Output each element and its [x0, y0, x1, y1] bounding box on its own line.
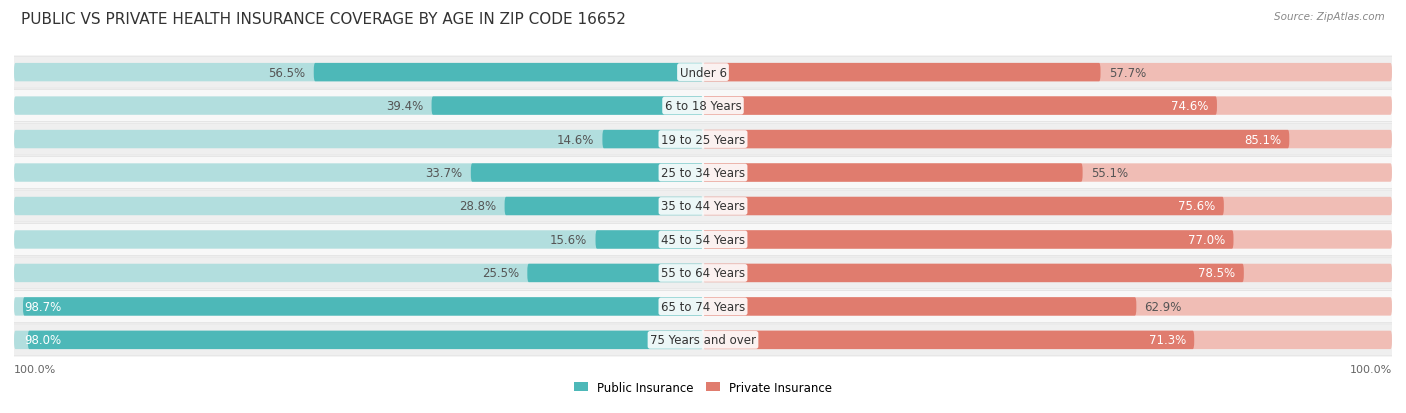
Text: 55.1%: 55.1%: [1091, 166, 1128, 180]
Text: 75.6%: 75.6%: [1178, 200, 1216, 213]
Text: 55 to 64 Years: 55 to 64 Years: [661, 267, 745, 280]
FancyBboxPatch shape: [14, 297, 703, 316]
FancyBboxPatch shape: [703, 131, 1392, 149]
FancyBboxPatch shape: [703, 164, 1083, 182]
Text: 78.5%: 78.5%: [1198, 267, 1236, 280]
FancyBboxPatch shape: [11, 324, 1395, 356]
FancyBboxPatch shape: [11, 123, 1395, 156]
Text: 33.7%: 33.7%: [426, 166, 463, 180]
Text: 65 to 74 Years: 65 to 74 Years: [661, 300, 745, 313]
Text: 25 to 34 Years: 25 to 34 Years: [661, 166, 745, 180]
FancyBboxPatch shape: [314, 64, 703, 82]
Text: 14.6%: 14.6%: [557, 133, 595, 146]
Text: PUBLIC VS PRIVATE HEALTH INSURANCE COVERAGE BY AGE IN ZIP CODE 16652: PUBLIC VS PRIVATE HEALTH INSURANCE COVER…: [21, 12, 626, 27]
FancyBboxPatch shape: [11, 190, 1395, 223]
FancyBboxPatch shape: [602, 131, 703, 149]
FancyBboxPatch shape: [14, 97, 703, 116]
FancyBboxPatch shape: [596, 231, 703, 249]
FancyBboxPatch shape: [432, 97, 703, 116]
FancyBboxPatch shape: [703, 331, 1392, 349]
FancyBboxPatch shape: [703, 297, 1136, 316]
FancyBboxPatch shape: [703, 97, 1218, 116]
FancyBboxPatch shape: [505, 197, 703, 216]
FancyBboxPatch shape: [527, 264, 703, 282]
FancyBboxPatch shape: [703, 197, 1392, 216]
Text: 28.8%: 28.8%: [460, 200, 496, 213]
FancyBboxPatch shape: [703, 231, 1233, 249]
Text: 25.5%: 25.5%: [482, 267, 519, 280]
Legend: Public Insurance, Private Insurance: Public Insurance, Private Insurance: [569, 376, 837, 399]
FancyBboxPatch shape: [14, 131, 703, 149]
Text: 19 to 25 Years: 19 to 25 Years: [661, 133, 745, 146]
Text: 15.6%: 15.6%: [550, 233, 588, 247]
FancyBboxPatch shape: [22, 297, 703, 316]
Text: 57.7%: 57.7%: [1109, 66, 1146, 79]
Text: 74.6%: 74.6%: [1171, 100, 1209, 113]
FancyBboxPatch shape: [703, 264, 1244, 282]
Text: 75 Years and over: 75 Years and over: [650, 334, 756, 347]
FancyBboxPatch shape: [703, 231, 1392, 249]
Text: 6 to 18 Years: 6 to 18 Years: [665, 100, 741, 113]
Text: 100.0%: 100.0%: [1350, 364, 1392, 374]
FancyBboxPatch shape: [14, 231, 703, 249]
Text: 71.3%: 71.3%: [1149, 334, 1185, 347]
FancyBboxPatch shape: [14, 64, 703, 82]
FancyBboxPatch shape: [703, 297, 1392, 316]
FancyBboxPatch shape: [703, 331, 1194, 349]
FancyBboxPatch shape: [703, 131, 1289, 149]
Text: Source: ZipAtlas.com: Source: ZipAtlas.com: [1274, 12, 1385, 22]
Text: 85.1%: 85.1%: [1244, 133, 1281, 146]
FancyBboxPatch shape: [11, 157, 1395, 189]
Text: 100.0%: 100.0%: [14, 364, 56, 374]
Text: 62.9%: 62.9%: [1144, 300, 1182, 313]
FancyBboxPatch shape: [11, 291, 1395, 323]
Text: 56.5%: 56.5%: [269, 66, 305, 79]
FancyBboxPatch shape: [703, 197, 1223, 216]
FancyBboxPatch shape: [11, 224, 1395, 256]
FancyBboxPatch shape: [703, 64, 1392, 82]
Text: 98.0%: 98.0%: [24, 334, 62, 347]
FancyBboxPatch shape: [11, 57, 1395, 89]
Text: 39.4%: 39.4%: [387, 100, 423, 113]
FancyBboxPatch shape: [14, 197, 703, 216]
Text: Under 6: Under 6: [679, 66, 727, 79]
Text: 77.0%: 77.0%: [1188, 233, 1225, 247]
FancyBboxPatch shape: [14, 331, 703, 349]
Text: 45 to 54 Years: 45 to 54 Years: [661, 233, 745, 247]
FancyBboxPatch shape: [703, 64, 1101, 82]
FancyBboxPatch shape: [471, 164, 703, 182]
FancyBboxPatch shape: [703, 97, 1392, 116]
FancyBboxPatch shape: [703, 264, 1392, 282]
Text: 98.7%: 98.7%: [24, 300, 62, 313]
FancyBboxPatch shape: [14, 264, 703, 282]
FancyBboxPatch shape: [28, 331, 703, 349]
FancyBboxPatch shape: [14, 164, 703, 182]
FancyBboxPatch shape: [703, 164, 1392, 182]
FancyBboxPatch shape: [11, 257, 1395, 290]
Text: 35 to 44 Years: 35 to 44 Years: [661, 200, 745, 213]
FancyBboxPatch shape: [11, 90, 1395, 122]
